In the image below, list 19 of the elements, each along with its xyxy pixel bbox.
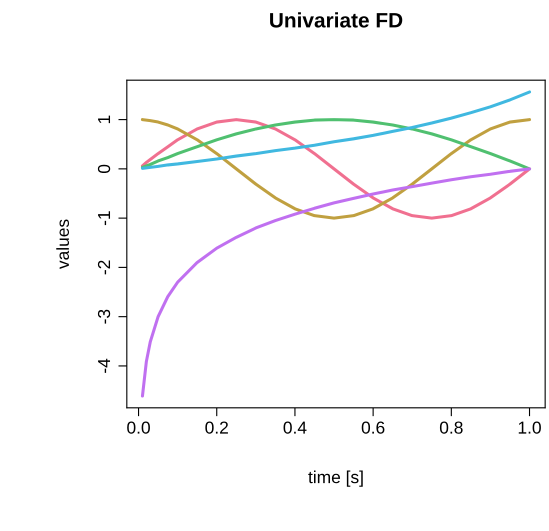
y-axis-title: values bbox=[56, 220, 70, 270]
x-tick-label: 0.4 bbox=[284, 421, 306, 434]
y-tick-label: -4 bbox=[98, 358, 110, 373]
line-series bbox=[140, 167, 532, 398]
line-series bbox=[140, 90, 532, 170]
x-tick-label: 1.0 bbox=[518, 421, 541, 434]
line-series bbox=[140, 118, 532, 170]
line-series bbox=[140, 118, 532, 220]
y-tick-label: 1 bbox=[98, 116, 110, 124]
y-tick-label: -1 bbox=[98, 211, 110, 226]
y-tick-label: 0 bbox=[98, 164, 110, 174]
y-tick-label: -3 bbox=[98, 310, 110, 324]
x-tick-label: 0.0 bbox=[127, 421, 150, 434]
x-tick-label: 0.2 bbox=[205, 421, 228, 434]
x-tick-label: 0.8 bbox=[440, 421, 463, 434]
x-axis-title: time [s] bbox=[308, 470, 363, 487]
chart-title: Univariate FD bbox=[270, 12, 402, 28]
x-tick-label: 0.6 bbox=[362, 421, 384, 434]
y-tick-label: -2 bbox=[98, 260, 110, 274]
